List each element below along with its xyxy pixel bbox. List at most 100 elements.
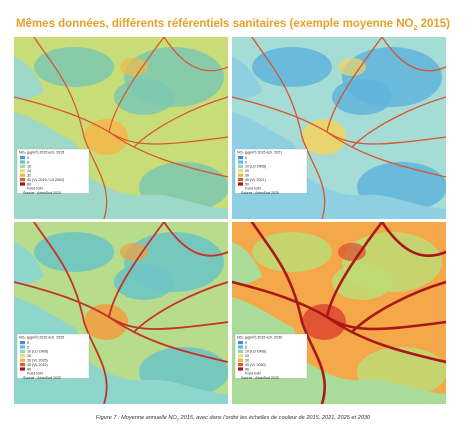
road [83, 136, 108, 219]
legend-label: 30 (VL 2025) [27, 359, 48, 363]
bay [232, 242, 262, 285]
legend-swatch [238, 156, 243, 160]
caption: Figure 7 : Moyenne annuelle NO2 2015, av… [96, 415, 371, 422]
road [33, 222, 85, 323]
legend-swatch [20, 169, 25, 173]
legend-label: 5 [27, 345, 29, 349]
urban-area [84, 119, 128, 155]
bay [14, 57, 44, 100]
urban-area [338, 243, 366, 261]
legend-label: 50 [245, 182, 249, 186]
legend-label: 30 [245, 359, 249, 363]
legend-label: 5 [245, 160, 247, 164]
legend-label: 40 (VL 2030) [245, 363, 266, 367]
road [108, 316, 228, 363]
bay [14, 242, 44, 285]
road [251, 37, 303, 138]
legend-swatch [20, 164, 25, 168]
legend-label: 40 (VL 2021) [245, 178, 266, 182]
legend-label: 0 [27, 156, 29, 160]
legend-base: Fond IGN [245, 186, 261, 190]
urban-area [84, 304, 128, 340]
road [133, 281, 228, 333]
legend-swatch [20, 173, 25, 177]
legend-swatch [238, 341, 243, 345]
road [326, 131, 446, 178]
legend-title: NO₂ (µg/m³) 2015 éch. 2030 [237, 336, 282, 340]
figure-title: Mêmes données, différents référentiels s… [16, 18, 450, 32]
road [325, 222, 384, 319]
legend-swatch [238, 173, 243, 177]
legend-label: 40 (VL 2015) [27, 363, 48, 367]
legend-swatch [20, 363, 25, 367]
caption-sub: 2 [176, 417, 180, 422]
road [301, 136, 326, 219]
road [351, 96, 446, 148]
legend-box [234, 148, 308, 194]
legend-label: 32 [27, 174, 31, 178]
legend-label: 16 [27, 165, 31, 169]
road [381, 37, 446, 72]
urban-area [120, 58, 148, 76]
road [250, 222, 304, 324]
legend-label: 24 [27, 169, 31, 173]
legend-swatch [238, 169, 243, 173]
legend-source: Source : AtmoSud 2020 [241, 191, 279, 195]
legend-label: 0 [27, 341, 29, 345]
road [108, 222, 165, 318]
legend-swatch [238, 363, 243, 367]
road [163, 37, 228, 72]
legend-label: 30 [245, 174, 249, 178]
legend-box [16, 148, 90, 194]
legend-swatch [238, 358, 243, 362]
legend-swatch [238, 164, 243, 168]
legend-swatch [20, 182, 25, 186]
hills [252, 47, 332, 87]
legend-title: NO₂ (µg/m³) 2015 éch. 2025 [19, 336, 64, 340]
legend-label: 20 [245, 354, 249, 358]
legend-swatch [20, 341, 25, 345]
legend-swatch [238, 160, 243, 164]
road [300, 320, 327, 404]
road [83, 321, 108, 404]
title-sub: 2 [414, 25, 418, 32]
road [326, 37, 383, 133]
road [133, 96, 228, 148]
title-text: Mêmes données, différents référentiels s… [16, 18, 414, 30]
legend-swatch [238, 182, 243, 186]
legend-label: 5 [245, 345, 247, 349]
legend-title: NO₂ (µg/m³) 2015 éch. 2015 [19, 151, 64, 155]
title-end: 2015) [417, 18, 450, 30]
legend-swatch [20, 160, 25, 164]
legend-swatch [238, 349, 243, 353]
legend-box [16, 333, 90, 379]
legend-base: Fond IGN [27, 186, 43, 190]
urban-area [302, 304, 346, 340]
legend-swatch [20, 358, 25, 362]
legend-label: 0 [245, 341, 247, 345]
caption-end: 2015, avec dans l'ordre les échelles de … [179, 415, 371, 421]
legend-swatch [20, 178, 25, 182]
legend-source: Source : AtmoSud 2020 [23, 191, 61, 195]
road [350, 280, 446, 334]
bay [232, 57, 262, 100]
legend-swatch [238, 345, 243, 349]
urban-area [120, 243, 148, 261]
urban-area [302, 119, 346, 155]
legend-source: Source : AtmoSud 2020 [241, 376, 279, 380]
road [33, 37, 85, 138]
legend-swatch [238, 354, 243, 358]
legend-label: 10 (LD OMS) [245, 350, 266, 354]
legend-label: 20 [27, 354, 31, 358]
legend-swatch [238, 178, 243, 182]
legend-source: Source : AtmoSud 2020 [23, 376, 61, 380]
